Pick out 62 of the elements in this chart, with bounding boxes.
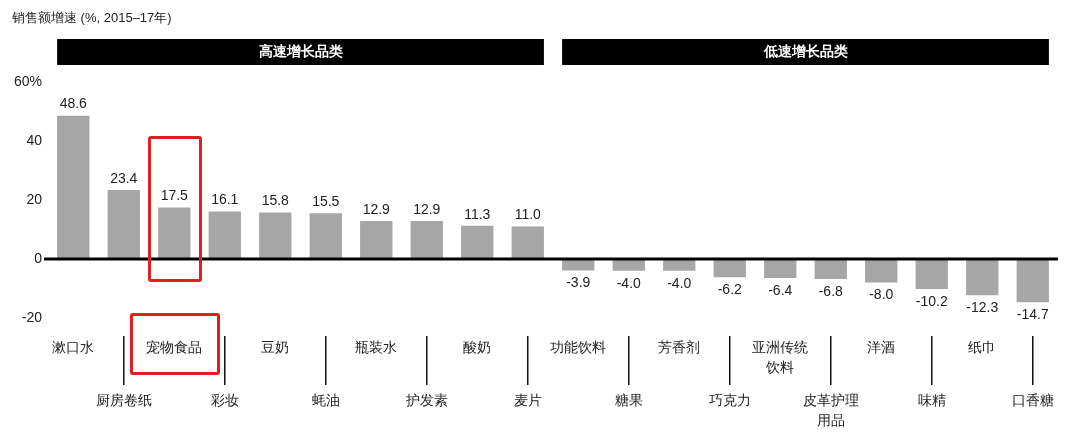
- data-label: -14.7: [1016, 306, 1049, 323]
- data-label: 48.6: [59, 95, 88, 112]
- bar: [915, 259, 948, 290]
- x-tick-label: 豆奶: [261, 338, 290, 355]
- y-tick-label: 40: [26, 131, 43, 148]
- text: 高速增长品类: [258, 42, 343, 59]
- bar: [1016, 259, 1049, 303]
- x-tick-label: 酸奶: [463, 338, 492, 355]
- data-label: 11.0: [514, 206, 542, 223]
- data-label: -6.2: [717, 281, 743, 298]
- data-label: 12.9: [413, 200, 441, 217]
- bar: [511, 226, 544, 259]
- x-tick-label: 皮革护理用品: [802, 391, 859, 428]
- data-label: -6.4: [768, 281, 793, 298]
- x-tick-label: 厨房卷纸: [95, 391, 152, 408]
- bar: [360, 220, 393, 259]
- x-tick-label: 口香糖: [1011, 391, 1054, 408]
- x-tick-label: 功能饮料: [550, 338, 607, 355]
- y-tick-label: 0: [34, 249, 43, 266]
- data-label: 16.1: [211, 191, 239, 208]
- data-label: 11.3: [464, 205, 491, 222]
- y-tick-label: 60%: [13, 72, 43, 89]
- x-tick-label: 糖果: [614, 391, 643, 408]
- x-tick-label: 漱口水: [52, 338, 95, 355]
- y-tick-label: -20: [21, 308, 43, 325]
- bar: [309, 213, 342, 259]
- x-tick-label: 麦片: [513, 391, 542, 408]
- data-label: 15.8: [261, 192, 290, 209]
- data-label: 15.5: [312, 193, 340, 210]
- data-label: 12.9: [362, 200, 391, 217]
- data-label: -10.2: [915, 292, 948, 309]
- bar: [966, 259, 999, 296]
- data-label: -6.8: [818, 282, 844, 299]
- x-tick-label: 芳香剂: [658, 338, 701, 355]
- x-tick-label: 护发素: [404, 391, 448, 408]
- x-tick-label: 纸巾: [968, 338, 997, 355]
- x-tick-label: 瓶装水: [355, 338, 398, 355]
- x-tick-label: 亚洲传统饮料: [752, 338, 809, 375]
- data-label: 23.4: [110, 169, 138, 186]
- data-label: -8.0: [869, 286, 894, 303]
- data-label: -4.0: [616, 274, 642, 291]
- y-tick-label: 20: [26, 190, 43, 207]
- x-tick-label: 蚝油: [311, 391, 340, 408]
- x-tick-label: 洋酒: [867, 338, 896, 355]
- data-label: -4.0: [667, 274, 692, 291]
- bar: [865, 259, 898, 283]
- x-tick-label: 彩妆: [210, 391, 239, 408]
- bar: [410, 220, 443, 259]
- bar: [208, 211, 241, 259]
- bar: [57, 115, 90, 259]
- x-tick-label: 巧克力: [708, 391, 751, 408]
- bar: [107, 189, 140, 259]
- y-axis-title: 销售额增速 (%, 2015–17年): [11, 9, 172, 25]
- x-tick-label: 宠物食品: [146, 338, 203, 355]
- text: 低速增长品类: [762, 42, 848, 59]
- data-label: -3.9: [566, 274, 591, 291]
- data-label: -12.3: [966, 299, 999, 316]
- bar: [461, 225, 494, 259]
- bar: [259, 212, 292, 259]
- x-tick-label: 味精: [917, 391, 946, 408]
- bar: [158, 207, 191, 259]
- data-label: 17.5: [160, 187, 189, 204]
